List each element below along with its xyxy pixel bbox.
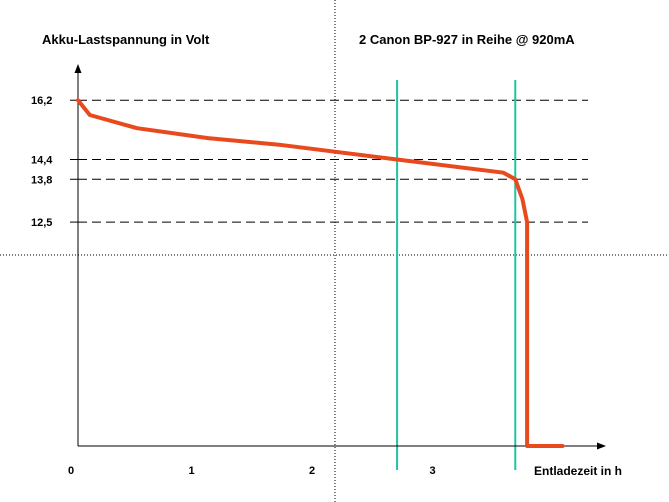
x-tick-label: 0: [68, 465, 74, 477]
y-axis-arrow: [74, 64, 82, 73]
reference-lines: [78, 99, 588, 223]
y-tick-labels: 16,2 14,4 13,8 12,5: [31, 95, 78, 229]
y-tick-label: 12,5: [31, 217, 52, 229]
series-group: [76, 98, 565, 448]
y-tick-label: 16,2: [31, 95, 52, 107]
x-tick-label: 1: [189, 465, 195, 477]
y-tick-label: 14,4: [31, 155, 53, 167]
x-tick-label: 3: [430, 465, 436, 477]
y-axis-title: Akku-Lastspannung in Volt: [42, 32, 210, 47]
x-tick-labels: 0 1 2 3: [68, 465, 436, 477]
y-tick-label: 13,8: [31, 174, 52, 186]
chart-title: 2 Canon BP-927 in Reihe @ 920mA: [359, 32, 575, 47]
x-tick-label: 2: [309, 465, 315, 477]
vertical-markers: [396, 80, 517, 470]
discharge-curve: [76, 98, 565, 448]
x-axis-arrow: [597, 442, 606, 450]
x-axis-title: Entladezeit in h: [534, 464, 622, 478]
